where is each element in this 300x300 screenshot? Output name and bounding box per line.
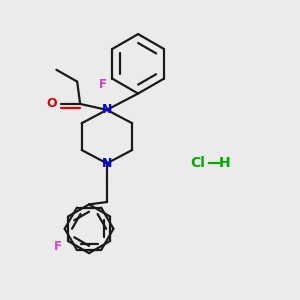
Text: O: O	[46, 98, 57, 110]
Text: F: F	[54, 240, 62, 253]
Text: F: F	[99, 78, 106, 91]
Text: H: H	[218, 156, 230, 170]
Text: N: N	[102, 157, 112, 170]
Text: N: N	[102, 103, 112, 116]
Text: Cl: Cl	[190, 156, 205, 170]
